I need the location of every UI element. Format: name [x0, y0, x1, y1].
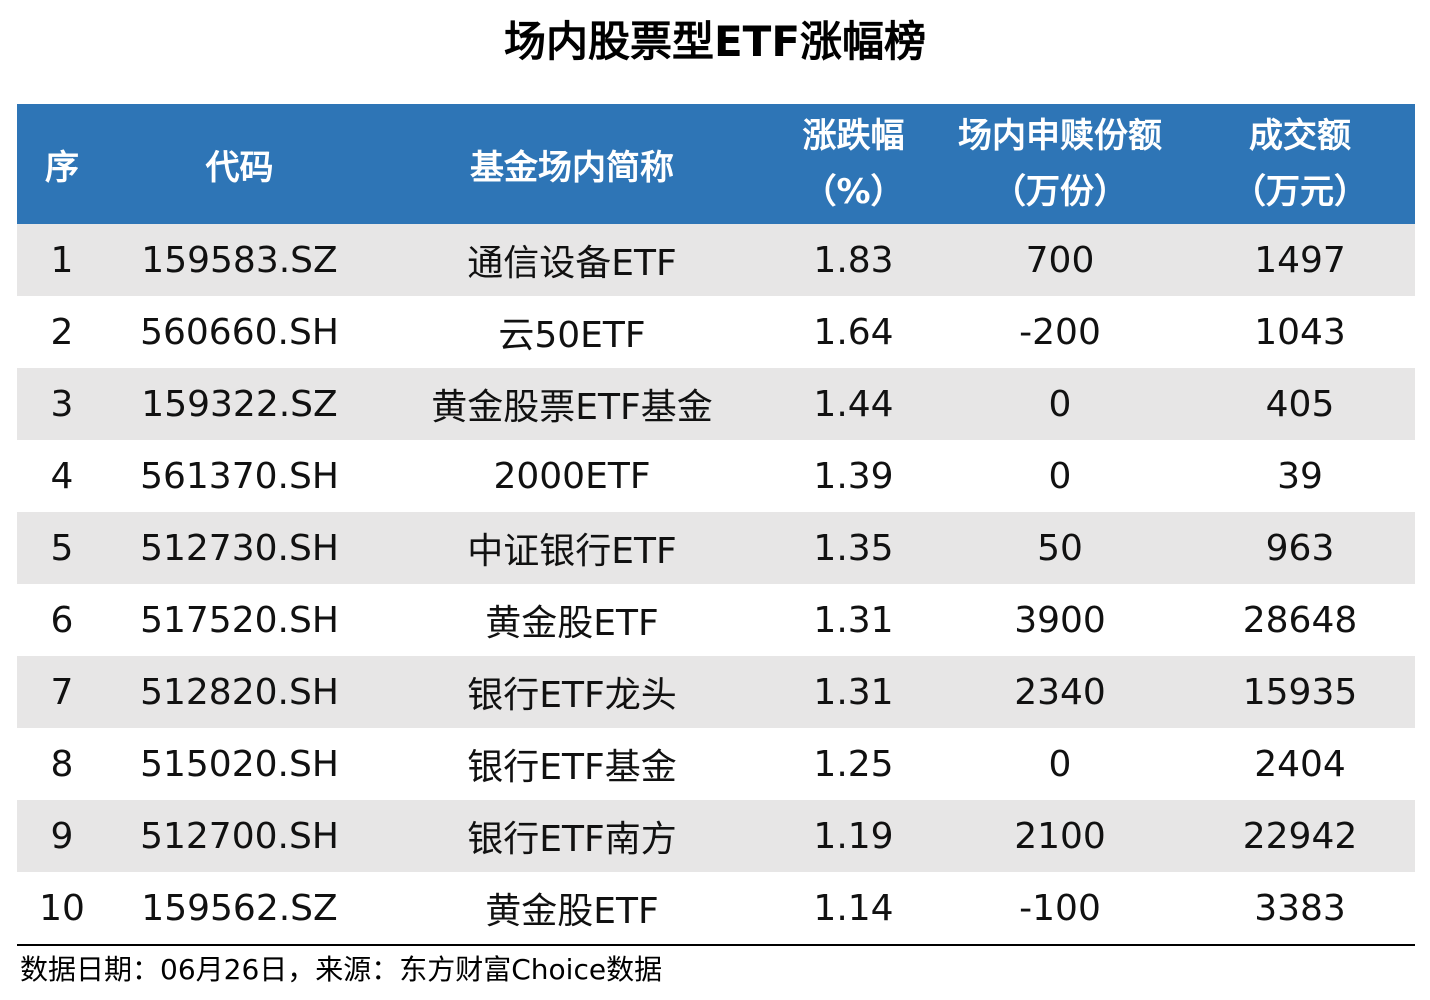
table-header: 序 代码 基金场内简称 涨跌幅 （%） 场内申赎份额 （万份） 成交额 （万元）: [17, 104, 1415, 224]
cell-turnover: 2404: [1254, 743, 1346, 785]
table-row: 6 517520.SH 黄金股ETF 1.31 3900 28648: [17, 584, 1415, 656]
cell-seq: 5: [50, 527, 74, 569]
cell-netsub: 2340: [1014, 671, 1106, 713]
cell-turnover: 39: [1277, 455, 1323, 497]
cell-code: 512730.SH: [140, 527, 339, 569]
table-row: 1 159583.SZ 通信设备ETF 1.83 700 1497: [17, 224, 1415, 296]
cell-seq: 6: [50, 599, 74, 641]
table-row: 4 561370.SH 2000ETF 1.39 0 39: [17, 440, 1415, 512]
cell-turnover: 3383: [1254, 887, 1346, 929]
header-change-unit: （%）: [802, 172, 905, 212]
cell-name: 黄金股ETF: [485, 603, 659, 644]
cell-code: 561370.SH: [140, 455, 339, 497]
cell-change: 1.83: [813, 239, 894, 281]
cell-seq: 10: [39, 887, 85, 929]
table-row: 7 512820.SH 银行ETF龙头 1.31 2340 15935: [17, 656, 1415, 728]
cell-name: 黄金股票ETF基金: [431, 387, 713, 428]
cell-netsub: 3900: [1014, 599, 1106, 641]
etf-ranking-table: 序 代码 基金场内简称 涨跌幅 （%） 场内申赎份额 （万份） 成交额 （万元）…: [17, 104, 1415, 946]
cell-seq: 9: [50, 815, 74, 857]
table-title: 场内股票型ETF涨幅榜: [503, 17, 927, 66]
bottom-rule: [17, 944, 1415, 946]
cell-seq: 3: [50, 383, 74, 425]
cell-turnover: 1497: [1254, 239, 1346, 281]
header-code: 代码: [205, 147, 274, 188]
cell-turnover: 963: [1265, 527, 1335, 569]
header-netsub: 场内申赎份额 （万份）: [935, 104, 1185, 224]
table-row: 3 159322.SZ 黄金股票ETF基金 1.44 0 405: [17, 368, 1415, 440]
cell-change: 1.35: [813, 527, 894, 569]
header-turnover-label: 成交额: [1249, 116, 1351, 156]
cell-seq: 4: [50, 455, 74, 497]
cell-netsub: -100: [1019, 887, 1101, 929]
cell-seq: 8: [50, 743, 74, 785]
cell-change: 1.31: [813, 671, 894, 713]
cell-name: 2000ETF: [493, 455, 651, 497]
cell-code: 159562.SZ: [141, 887, 338, 929]
cell-code: 517520.SH: [140, 599, 339, 641]
cell-change: 1.44: [813, 383, 894, 425]
table-row: 5 512730.SH 中证银行ETF 1.35 50 963: [17, 512, 1415, 584]
table-row: 9 512700.SH 银行ETF南方 1.19 2100 22942: [17, 800, 1415, 872]
cell-code: 159322.SZ: [141, 383, 338, 425]
source-note: 数据日期：06月26日，来源：东方财富Choice数据: [20, 953, 663, 986]
header-change-label: 涨跌幅: [802, 116, 905, 156]
cell-name: 黄金股ETF: [485, 891, 659, 932]
header-netsub-label: 场内申赎份额: [958, 116, 1162, 156]
cell-code: 512820.SH: [140, 671, 339, 713]
cell-netsub: -200: [1019, 311, 1101, 353]
header-turnover-unit: （万元）: [1232, 172, 1368, 212]
cell-turnover: 15935: [1242, 671, 1358, 713]
cell-code: 515020.SH: [140, 743, 339, 785]
cell-netsub: 50: [1037, 527, 1083, 569]
cell-change: 1.19: [813, 815, 894, 857]
cell-change: 1.64: [813, 311, 894, 353]
cell-code: 560660.SH: [140, 311, 339, 353]
cell-code: 512700.SH: [140, 815, 339, 857]
cell-turnover: 405: [1265, 383, 1335, 425]
cell-seq: 2: [50, 311, 74, 353]
cell-change: 1.14: [813, 887, 894, 929]
cell-change: 1.39: [813, 455, 894, 497]
cell-seq: 7: [50, 671, 74, 713]
cell-netsub: 700: [1025, 239, 1095, 281]
header-netsub-unit: （万份）: [992, 172, 1128, 212]
cell-name: 通信设备ETF: [467, 243, 677, 284]
cell-turnover: 1043: [1254, 311, 1346, 353]
cell-netsub: 0: [1048, 743, 1072, 785]
cell-name: 银行ETF南方: [467, 819, 677, 860]
cell-name: 云50ETF: [498, 315, 646, 356]
cell-name: 银行ETF龙头: [467, 675, 677, 716]
cell-turnover: 22942: [1242, 815, 1358, 857]
table-row: 10 159562.SZ 黄金股ETF 1.14 -100 3383: [17, 872, 1415, 944]
header-change: 涨跌幅 （%）: [772, 104, 935, 224]
cell-netsub: 0: [1048, 455, 1072, 497]
cell-netsub: 0: [1048, 383, 1072, 425]
cell-name: 中证银行ETF: [467, 531, 677, 572]
cell-name: 银行ETF基金: [467, 747, 677, 788]
header-seq: 序: [45, 147, 79, 188]
table-row: 2 560660.SH 云50ETF 1.64 -200 1043: [17, 296, 1415, 368]
header-name: 基金场内简称: [470, 147, 674, 188]
cell-code: 159583.SZ: [141, 239, 338, 281]
cell-change: 1.25: [813, 743, 894, 785]
cell-netsub: 2100: [1014, 815, 1106, 857]
cell-turnover: 28648: [1242, 599, 1358, 641]
header-turnover: 成交额 （万元）: [1185, 104, 1415, 224]
cell-change: 1.31: [813, 599, 894, 641]
cell-seq: 1: [50, 239, 74, 281]
table-row: 8 515020.SH 银行ETF基金 1.25 0 2404: [17, 728, 1415, 800]
